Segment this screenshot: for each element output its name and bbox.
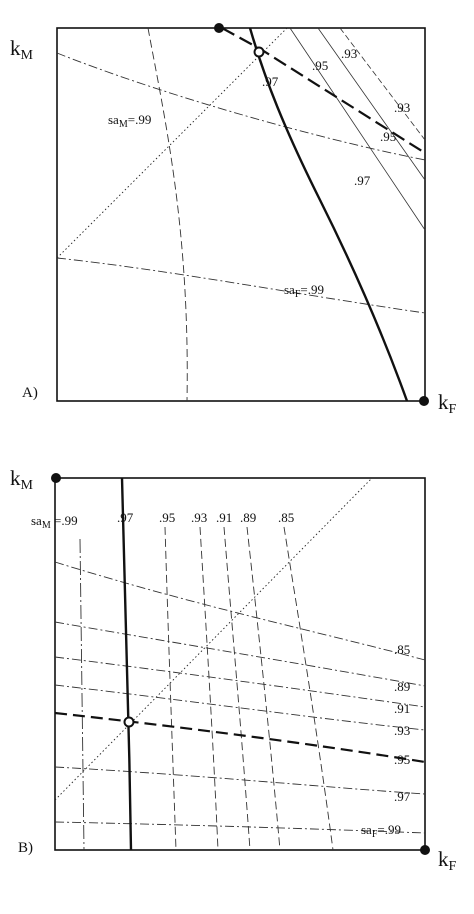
panel-label-b: B)	[18, 840, 33, 856]
label-m-95: .95	[159, 510, 175, 525]
label-m-91: .91	[216, 510, 232, 525]
panel-b-plot: saM =.99 .97 .95 .93 .91 .89 .85 .85 .89…	[10, 466, 457, 874]
contour-saf-99	[54, 821, 426, 834]
label-m-85: .85	[278, 510, 294, 525]
label-95-upper: .95	[312, 58, 328, 73]
y-axis-label: kM	[10, 466, 34, 493]
equilibrium-point-corner	[419, 396, 429, 406]
label-f-95: .95	[394, 752, 410, 767]
thick-solid-curve	[120, 477, 133, 851]
panel-label-a: A)	[22, 385, 38, 401]
contour-f-97	[54, 766, 426, 795]
panel-a: .97 .95 .93 .93 .95 .97 saM=.99 saF=.99 …	[10, 23, 457, 417]
sa-f-contour-99	[56, 257, 426, 314]
label-97-upper: .97	[262, 74, 279, 89]
label-f-93: .93	[394, 723, 410, 738]
vertical-dashed-curve	[147, 27, 188, 402]
thick-dashed-curve	[54, 711, 426, 764]
x-axis-label: kF	[438, 847, 457, 874]
contour-f-89	[54, 621, 426, 687]
contour-f-93	[54, 684, 426, 731]
contour-thin-93b	[339, 27, 426, 141]
panel-b: saM =.99 .97 .95 .93 .91 .89 .85 .85 .89…	[0, 457, 474, 914]
y-axis-label: kM	[10, 36, 34, 63]
label-m-89: .89	[240, 510, 256, 525]
equilibrium-point-corner	[420, 845, 430, 855]
contour-sam-99	[79, 538, 85, 851]
label-sa-m-99: saM =.99	[31, 513, 78, 531]
label-sa-f-99: saF=.99	[361, 822, 401, 840]
label-sa-m-99: saM=.99	[108, 112, 151, 130]
contour-m-91	[223, 526, 251, 851]
contour-m-85	[283, 526, 334, 851]
label-m-93: .93	[191, 510, 207, 525]
equilibrium-point-top	[214, 23, 224, 33]
label-f-89: .89	[394, 679, 410, 694]
label-93-right: .93	[394, 100, 410, 115]
contour-m-95	[164, 526, 177, 851]
label-f-97: .97	[394, 789, 411, 804]
label-95-right: .95	[380, 129, 396, 144]
contour-thin-95	[289, 27, 426, 231]
equality-diagonal	[56, 27, 288, 259]
open-equilibrium-point	[253, 46, 265, 58]
plot-frame	[56, 27, 426, 402]
open-equilibrium-point	[123, 716, 135, 728]
contour-f-91	[54, 656, 426, 708]
label-97-right: .97	[354, 173, 371, 188]
label-f-91: .91	[394, 701, 410, 716]
contour-m-93	[199, 526, 219, 851]
label-sa-f-99: saF=.99	[284, 282, 324, 300]
label-93-upper: .93	[341, 46, 357, 61]
equality-diagonal	[54, 477, 373, 801]
panel-a-plot: .97 .95 .93 .93 .95 .97 saM=.99 saF=.99 …	[10, 23, 457, 417]
contour-f-85	[54, 561, 426, 661]
equilibrium-point-top	[51, 473, 61, 483]
thick-solid-curve	[248, 27, 409, 402]
plot-frame	[54, 477, 426, 851]
x-axis-label: kF	[438, 390, 457, 417]
contour-m-89	[246, 526, 281, 851]
sa-m-contour-99	[56, 52, 426, 161]
label-f-85: .85	[394, 642, 410, 657]
contour-thin-93	[317, 27, 426, 181]
label-m-97: .97	[117, 510, 134, 525]
